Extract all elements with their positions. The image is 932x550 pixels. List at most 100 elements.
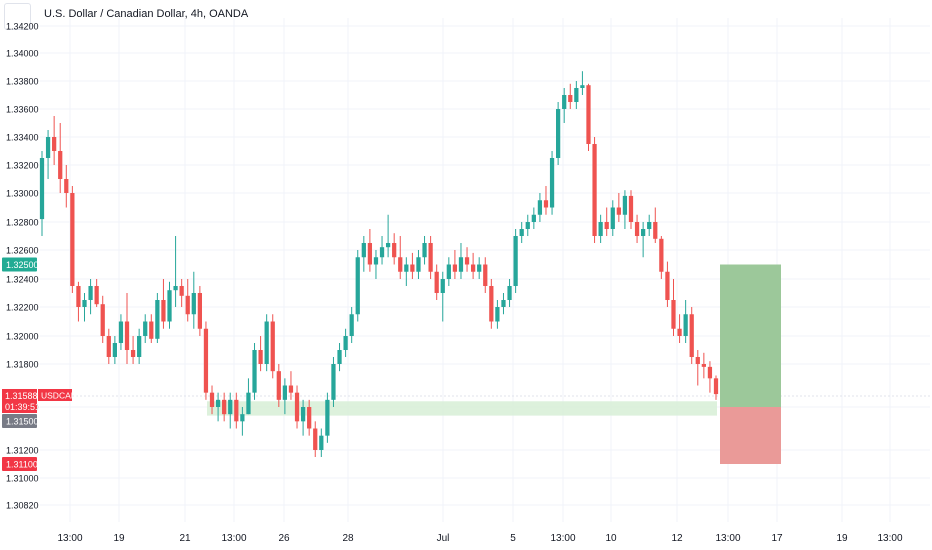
candle [531, 207, 536, 229]
candle-body [155, 300, 160, 339]
candle [197, 286, 202, 336]
entry-price-label-bg [2, 414, 37, 428]
candle-body [179, 286, 184, 296]
candle-body [264, 321, 269, 364]
candle-body [70, 193, 75, 286]
candle-body [531, 214, 536, 222]
candle [313, 421, 318, 457]
candle [537, 193, 543, 222]
candle [398, 236, 403, 279]
candle [385, 214, 391, 258]
candle-body [568, 95, 573, 102]
candle [240, 407, 245, 436]
candle [294, 385, 300, 429]
candle-body [88, 286, 93, 300]
candle-body [118, 321, 124, 343]
target-zone [720, 264, 781, 407]
candle-body [331, 364, 336, 400]
candle-body [137, 336, 142, 357]
candle-body [161, 300, 166, 322]
candle-body [519, 229, 524, 236]
candle-body [598, 222, 603, 236]
x-tick-label: 19 [836, 533, 848, 544]
candle [209, 385, 215, 415]
chart-zones [207, 264, 781, 464]
candle [683, 300, 688, 343]
candle [276, 364, 281, 407]
candle-body [707, 366, 713, 379]
candle [513, 229, 518, 293]
candle-body [404, 264, 409, 272]
candle [458, 243, 464, 279]
y-tick-label: 1.34200 [6, 22, 39, 32]
x-tick-label: 26 [278, 533, 290, 544]
x-tick-label: 28 [342, 533, 354, 544]
y-tick-label: 1.33000 [6, 189, 39, 199]
candle [228, 392, 233, 429]
candle [76, 281, 81, 322]
x-tick-label: 13:00 [877, 533, 902, 544]
candle-body [398, 257, 403, 272]
y-tick-label: 1.31200 [6, 446, 39, 456]
candle-body [252, 350, 257, 393]
target-price-label-bg [2, 257, 37, 272]
candle-body [349, 314, 354, 336]
candle-body [562, 95, 567, 109]
candle-body [434, 271, 439, 293]
current-price-value: 1.31588 [5, 391, 38, 401]
candle [234, 392, 239, 429]
x-tick-label: 13:00 [221, 533, 246, 544]
current-price-countdown: 01:39:51 [5, 402, 40, 412]
candle-body [483, 264, 488, 286]
candle [464, 247, 470, 272]
candle [179, 279, 184, 307]
chart-settings-box[interactable] [4, 3, 31, 30]
y-tick-label: 1.33600 [6, 105, 39, 115]
candle-body [361, 243, 366, 258]
candle-body [367, 243, 373, 265]
price-markers: 1.325001.311001.3158801:39:51USDCAD1.315… [2, 257, 77, 471]
candle [137, 328, 142, 364]
candle [574, 81, 579, 109]
candle-body [677, 328, 682, 336]
symbol-tag-bg [38, 389, 72, 401]
candle [689, 307, 694, 364]
x-tick-label: 19 [113, 533, 125, 544]
candle-body [671, 300, 676, 329]
candle-body [549, 158, 555, 208]
candle-body [52, 137, 57, 151]
candle-body [628, 195, 634, 222]
candle [143, 314, 148, 343]
x-tick-label: 13:00 [57, 533, 82, 544]
candle-body [713, 378, 719, 395]
candle [665, 261, 670, 307]
candle-body [470, 264, 476, 272]
candle [501, 293, 506, 315]
candle [470, 252, 476, 279]
candle [434, 264, 439, 300]
candle-body [94, 286, 99, 305]
candle-body [556, 109, 561, 158]
candle-body [167, 290, 172, 322]
candle [695, 350, 700, 386]
candle-body [185, 295, 190, 315]
candle-body [307, 407, 312, 429]
candle-body [203, 328, 209, 393]
candle [361, 236, 366, 272]
y-tick-label: 1.32400 [6, 275, 39, 285]
candle [452, 250, 458, 279]
candle [173, 236, 178, 307]
candle-body [276, 371, 281, 400]
candle [161, 279, 166, 329]
candle-body [452, 264, 458, 272]
candle [325, 392, 330, 443]
candle-body [683, 314, 688, 336]
candle [373, 250, 379, 279]
candle-body [647, 222, 652, 229]
entry-price-label-text: 1.31500 [6, 417, 39, 427]
candle [525, 214, 530, 236]
candle [634, 214, 640, 243]
candle-body [288, 385, 294, 393]
y-tick-label: 1.34000 [6, 49, 39, 59]
